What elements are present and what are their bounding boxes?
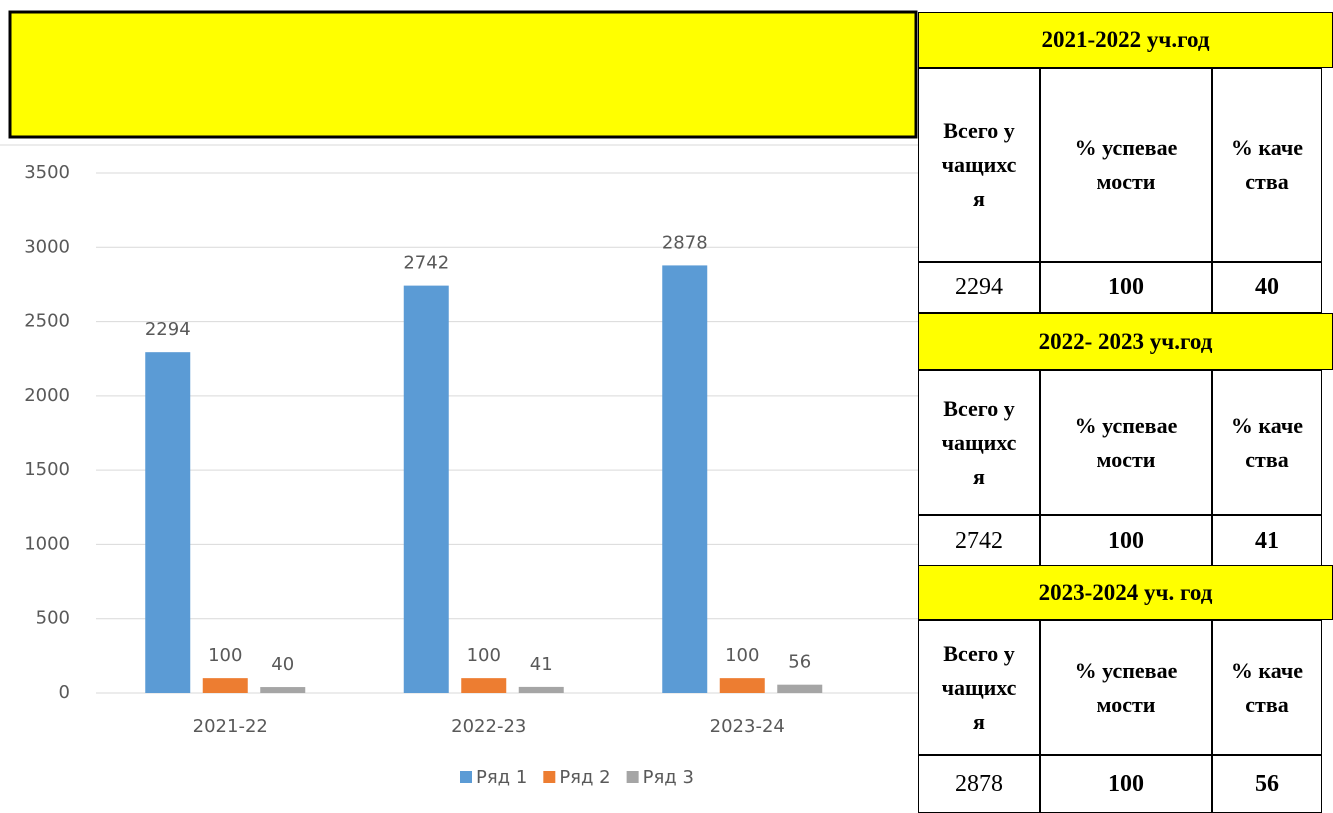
- y-tick-label: 500: [36, 608, 70, 629]
- table-value: 41: [1212, 515, 1322, 567]
- data-label: 56: [788, 652, 811, 673]
- chart: 0 500 1000 1500 2000 2500 3000 3500 2021-22 2294 1…: [0, 10, 918, 788]
- column-header: % успеваемости: [1040, 620, 1212, 755]
- table-block: 2022- 2023 уч.год Всего учащихся % успевае…: [918, 313, 1333, 567]
- bar: [777, 684, 823, 693]
- column-header: % успеваемости: [1040, 68, 1212, 262]
- data-label: 2742: [403, 253, 449, 274]
- bar: [403, 285, 449, 693]
- y-tick-label: 2500: [24, 311, 70, 332]
- y-tick-label: 1500: [24, 459, 70, 480]
- legend-swatch: [460, 771, 472, 783]
- legend-swatch: [626, 771, 639, 783]
- data-label: 40: [271, 654, 294, 675]
- column-header: % качества: [1212, 620, 1322, 755]
- header-text: % качества: [1230, 412, 1304, 472]
- header-text: Всего учащихся: [941, 395, 1017, 489]
- y-tick-label: 1000: [24, 533, 70, 554]
- legend-label: Ряд 1: [476, 767, 527, 788]
- bar: [145, 352, 191, 693]
- table-block: 2023-2024 уч. год Всего учащихся % успевае…: [918, 565, 1333, 813]
- table-value: 100: [1040, 262, 1212, 313]
- table-block: 2021-2022 уч.год Всего учащихся % успеваем…: [918, 12, 1333, 313]
- data-label: 100: [208, 645, 242, 666]
- legend-label: Ряд 2: [559, 767, 610, 788]
- table-value: 2294: [918, 262, 1040, 313]
- title-box: [8, 10, 918, 139]
- bar: [202, 678, 248, 693]
- y-tick-label: 2000: [24, 385, 70, 406]
- header-text: Всего учащихся: [941, 118, 1017, 211]
- table-value: 40: [1212, 262, 1322, 313]
- data-label: 100: [467, 645, 501, 666]
- legend-label: Ряд 3: [643, 767, 694, 788]
- header-text: % качества: [1230, 657, 1304, 717]
- bar: [518, 686, 564, 693]
- table-title: 2022- 2023 уч.год: [918, 313, 1333, 370]
- bar: [662, 265, 708, 693]
- header-text: % успеваемости: [1074, 412, 1178, 472]
- x-tick-label: 2023-24: [710, 716, 785, 737]
- column-header: % успеваемости: [1040, 370, 1212, 515]
- table-value: 100: [1040, 755, 1212, 813]
- table-title: 2021-2022 уч.год: [918, 12, 1333, 68]
- bar: [719, 678, 765, 693]
- column-header: Всего учащихся: [918, 370, 1040, 515]
- y-tick-label: 3500: [24, 162, 70, 183]
- bar: [260, 687, 306, 693]
- header-text: Всего учащихся: [941, 640, 1017, 734]
- column-header: Всего учащихся: [918, 68, 1040, 262]
- y-tick-label: 3000: [24, 236, 70, 257]
- data-label: 2878: [662, 232, 708, 253]
- table-value: 56: [1212, 755, 1322, 813]
- column-header: Всего учащихся: [918, 620, 1040, 755]
- data-label: 2294: [145, 319, 191, 340]
- table-value: 2878: [918, 755, 1040, 813]
- data-label: 100: [725, 645, 759, 666]
- bar: [461, 678, 507, 693]
- header-text: % успеваемости: [1074, 657, 1178, 717]
- column-header: % качества: [1212, 68, 1322, 262]
- header-text: % качества: [1230, 135, 1304, 194]
- data-label: 41: [530, 654, 553, 675]
- column-header: % качества: [1212, 370, 1322, 515]
- legend-swatch: [543, 771, 556, 783]
- x-tick-label: 2021-22: [193, 716, 268, 737]
- table-value: 2742: [918, 515, 1040, 567]
- header-text: % успеваемости: [1074, 135, 1178, 194]
- table-title: 2023-2024 уч. год: [918, 565, 1333, 620]
- table-value: 100: [1040, 515, 1212, 567]
- y-tick-label: 0: [59, 682, 70, 703]
- x-tick-label: 2022-23: [451, 716, 526, 737]
